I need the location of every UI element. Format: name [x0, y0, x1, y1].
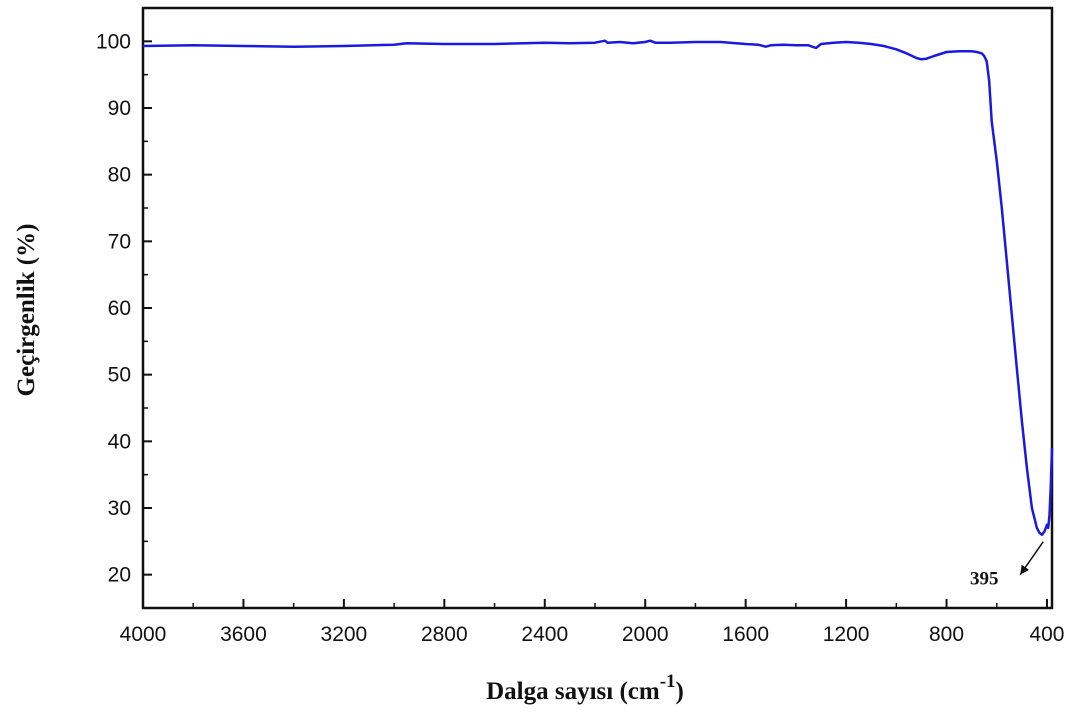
x-tick-label: 400: [1029, 623, 1064, 646]
x-tick-label: 4000: [120, 623, 167, 646]
x-axis-label-close: ): [676, 678, 684, 705]
series-layer: [142, 39, 1054, 536]
x-axis-label-main: Dalga sayısı (cm: [486, 678, 660, 705]
x-axis-label-superscript: -1: [660, 671, 676, 692]
x-tick-label: 1600: [722, 623, 769, 646]
x-tick-label: 2400: [521, 623, 568, 646]
x-tick-label: 3600: [220, 623, 267, 646]
axis-ticks: 20 30 40 50 60 70 80 90 100 4000 3600 3200 2800 2400 2…: [96, 30, 1065, 646]
y-tick-label: 100: [96, 30, 131, 53]
transmittance-line: [142, 39, 1054, 536]
x-tick-label: 2800: [421, 623, 468, 646]
y-tick-label: 90: [108, 97, 131, 120]
y-tick-label: 70: [108, 230, 131, 253]
y-tick-label: 20: [108, 564, 131, 587]
x-tick-label: 1200: [823, 623, 870, 646]
y-tick-label: 30: [108, 497, 131, 520]
peak-label: 395: [970, 569, 999, 590]
y-tick-label: 60: [108, 297, 131, 320]
annotation-layer: 395: [970, 541, 1044, 590]
x-tick-label: 2000: [622, 623, 669, 646]
y-tick-label: 40: [108, 430, 131, 453]
y-tick-label: 80: [108, 164, 131, 187]
plot-frame: [141, 6, 1054, 610]
y-axis-label: Geçirgenlik (%): [13, 224, 40, 397]
peak-arrow: [1019, 541, 1044, 576]
x-tick-label: 3200: [321, 623, 368, 646]
plot-area: [141, 6, 1054, 610]
x-tick-label: 800: [929, 623, 964, 646]
x-axis-label: Dalga sayısı (cm-1): [486, 671, 684, 705]
y-tick-label: 50: [108, 364, 131, 387]
